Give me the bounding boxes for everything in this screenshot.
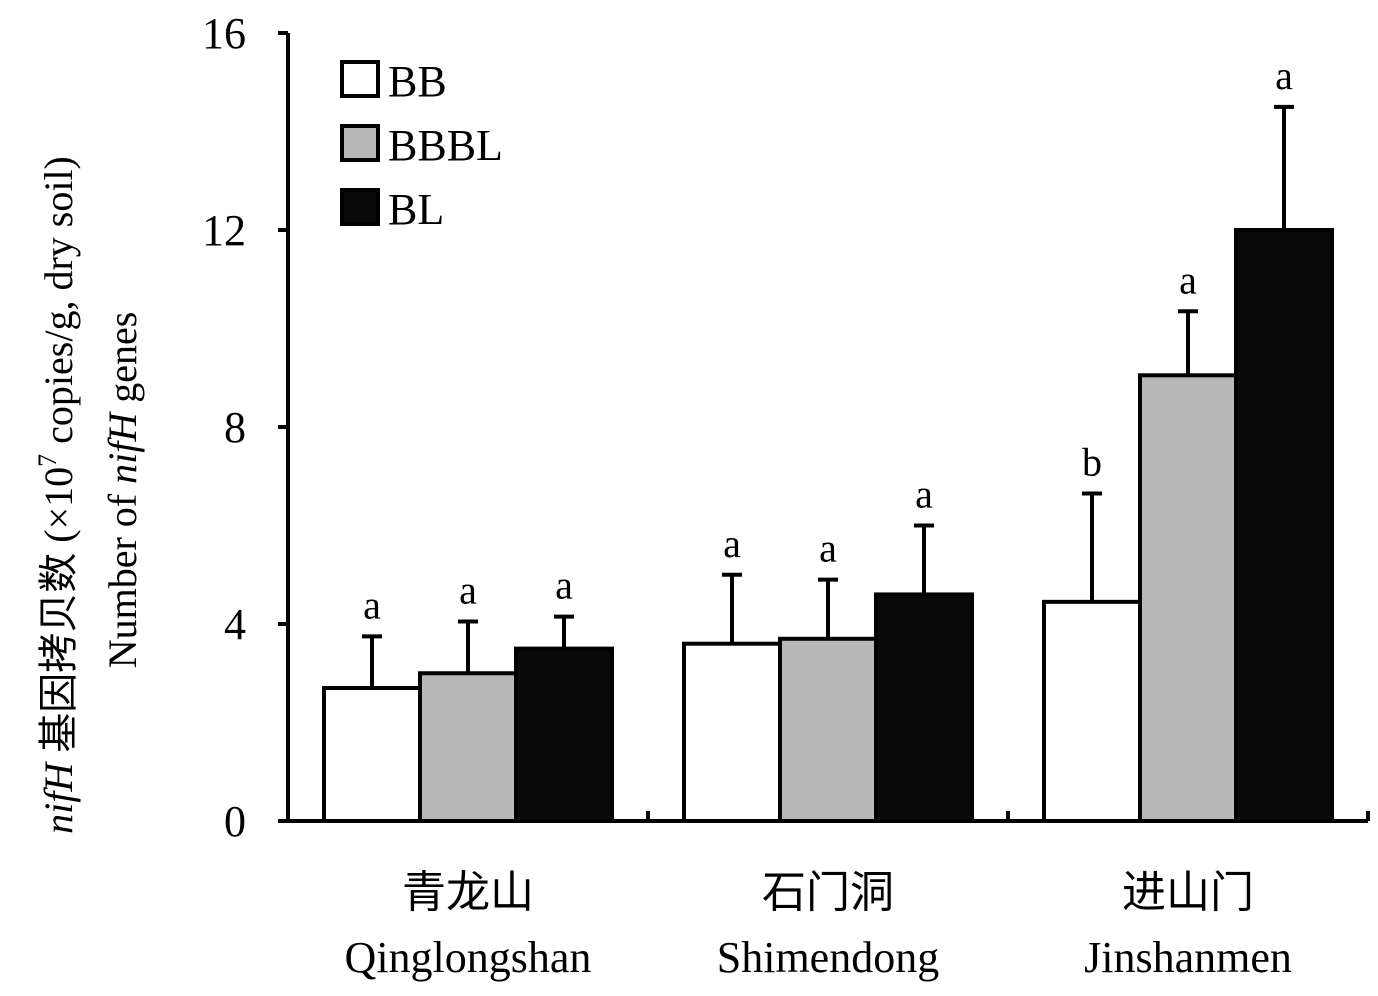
legend-swatch-bl xyxy=(340,188,380,226)
significance-label: a xyxy=(915,472,933,517)
legend-label-bl: BL xyxy=(388,185,444,234)
significance-label: a xyxy=(819,526,837,571)
bars: a a a a a a b a a xyxy=(322,53,1334,824)
category-label-en: Jinshanmen xyxy=(1084,933,1292,982)
bar-bl xyxy=(1234,228,1334,823)
significance-label: b xyxy=(1082,439,1102,484)
bar-bbbl xyxy=(778,636,878,824)
legend-label-bb: BB xyxy=(388,57,447,106)
axes: 青龙山 Qinglongshan 石门洞 Shimendong 进山门 Jinshanme… xyxy=(202,9,1370,982)
category-label-cn: 进山门 xyxy=(1122,868,1254,917)
significance-label: a xyxy=(363,582,381,627)
category-label-cn: 石门洞 xyxy=(762,868,894,917)
bar-bl xyxy=(514,646,614,823)
y-tick-label: 8 xyxy=(224,403,246,452)
significance-label: a xyxy=(723,521,741,566)
bar-bb xyxy=(682,641,782,824)
category-label-cn: 青龙山 xyxy=(402,868,534,917)
bar-bbbl xyxy=(1138,373,1238,823)
category-label-en: Qinglongshan xyxy=(345,933,592,982)
legend-swatch-bbbl xyxy=(340,124,380,162)
bar-bbbl xyxy=(418,671,518,823)
legend: BB BBBL BL xyxy=(340,57,503,234)
legend-label-bbbl: BBBL xyxy=(388,121,503,170)
y-tick-label: 16 xyxy=(202,9,246,58)
bar-bl xyxy=(874,592,974,824)
bar-bb xyxy=(1042,599,1142,824)
significance-label: a xyxy=(555,563,573,608)
y-tick-label: 0 xyxy=(224,797,246,846)
y-axis-title-en: Number of nifH genes xyxy=(100,312,145,669)
category-label-en: Shimendong xyxy=(717,933,939,982)
significance-label: a xyxy=(1275,53,1293,98)
y-axis-title-cn: nifH 基因拷贝数 (×107 copies/g, dry soil) xyxy=(33,156,81,834)
significance-label: a xyxy=(459,568,477,613)
significance-label: a xyxy=(1179,257,1197,302)
legend-swatch-bb xyxy=(340,60,380,98)
y-tick-label: 4 xyxy=(224,600,246,649)
y-axis-title: nifH 基因拷贝数 (×107 copies/g, dry soil) Num… xyxy=(33,156,145,834)
bar-bb xyxy=(322,686,422,824)
y-tick-label: 12 xyxy=(202,206,246,255)
